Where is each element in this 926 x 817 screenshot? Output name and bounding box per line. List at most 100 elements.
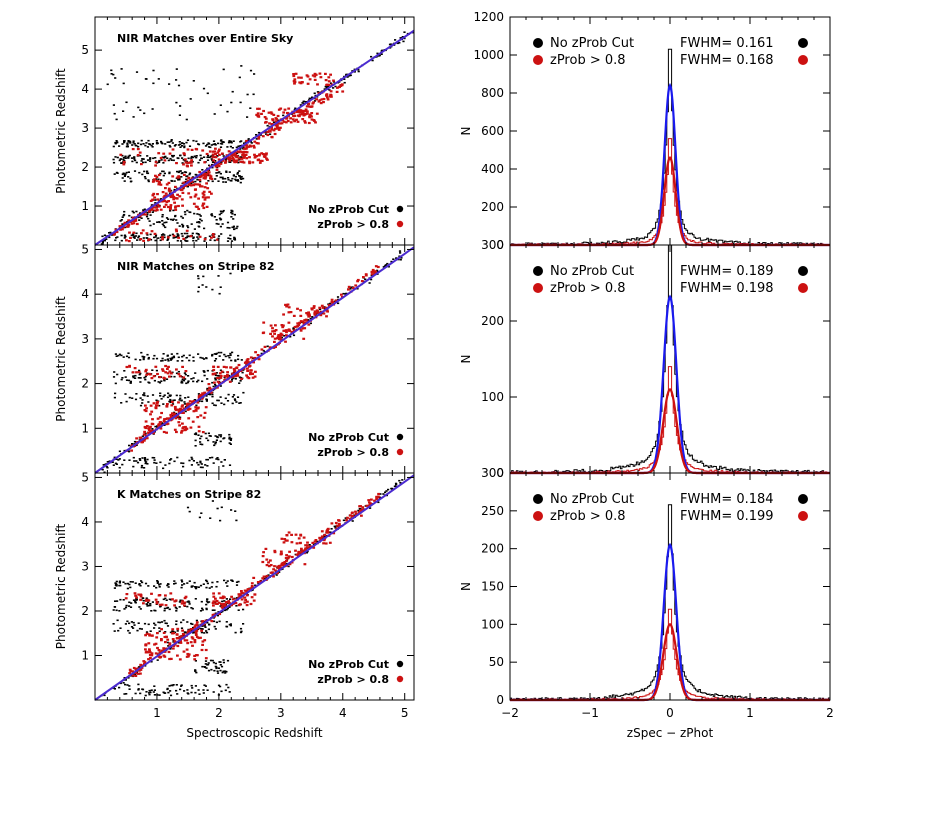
data-point bbox=[257, 358, 261, 361]
data-point bbox=[212, 143, 215, 146]
data-point bbox=[139, 143, 143, 146]
data-point bbox=[230, 141, 233, 144]
y-tick-label: 3 bbox=[81, 332, 89, 346]
data-point bbox=[318, 72, 322, 75]
data-point bbox=[197, 636, 201, 640]
data-point bbox=[314, 121, 317, 124]
data-point bbox=[190, 684, 193, 687]
data-point bbox=[247, 139, 250, 142]
data-point bbox=[180, 602, 184, 605]
data-point bbox=[214, 602, 218, 605]
data-point bbox=[326, 96, 329, 99]
data-point bbox=[212, 365, 216, 368]
data-point bbox=[143, 112, 146, 115]
data-point bbox=[127, 223, 131, 226]
data-point bbox=[191, 585, 194, 587]
data-point bbox=[215, 372, 218, 374]
data-point bbox=[148, 160, 152, 162]
data-point bbox=[225, 598, 228, 600]
data-point bbox=[220, 402, 223, 404]
data-point bbox=[182, 619, 185, 621]
data-point bbox=[284, 303, 287, 306]
data-point bbox=[215, 219, 218, 221]
data-point bbox=[185, 382, 188, 385]
data-point bbox=[283, 335, 286, 337]
y-tick-label: 300 bbox=[481, 238, 504, 252]
data-point bbox=[116, 141, 119, 144]
data-point bbox=[148, 238, 151, 241]
data-point bbox=[207, 146, 211, 148]
data-point bbox=[278, 571, 281, 573]
data-point bbox=[214, 435, 217, 437]
data-point bbox=[190, 164, 193, 167]
data-point bbox=[218, 372, 222, 375]
data-point bbox=[361, 508, 365, 511]
data-point bbox=[351, 520, 354, 522]
data-point bbox=[206, 92, 209, 95]
data-point bbox=[255, 113, 259, 116]
data-point bbox=[250, 369, 253, 372]
data-point bbox=[278, 336, 281, 339]
data-point bbox=[228, 227, 231, 229]
legend-label: zProb > 0.8 bbox=[317, 673, 389, 686]
data-point bbox=[235, 146, 238, 149]
data-point bbox=[211, 381, 214, 384]
data-point bbox=[282, 329, 286, 332]
data-point bbox=[349, 286, 352, 289]
data-point bbox=[229, 443, 232, 445]
data-point bbox=[130, 621, 133, 623]
data-point bbox=[121, 143, 124, 145]
data-point bbox=[190, 464, 193, 466]
data-point bbox=[190, 159, 193, 162]
legend-marker bbox=[396, 220, 404, 228]
data-point bbox=[147, 139, 150, 142]
data-point bbox=[183, 146, 186, 149]
data-point bbox=[186, 605, 189, 608]
data-point bbox=[128, 154, 131, 157]
data-point bbox=[115, 585, 118, 587]
data-point bbox=[188, 354, 191, 357]
data-point bbox=[202, 177, 206, 180]
data-point bbox=[207, 180, 210, 182]
data-point bbox=[178, 417, 182, 420]
data-point bbox=[154, 157, 157, 159]
data-point bbox=[322, 539, 326, 542]
data-point bbox=[325, 530, 329, 533]
data-point bbox=[357, 68, 360, 71]
data-point bbox=[122, 160, 126, 164]
data-point bbox=[186, 225, 189, 227]
data-point bbox=[217, 180, 220, 182]
data-point bbox=[191, 628, 195, 631]
data-point bbox=[161, 214, 164, 216]
data-point bbox=[156, 400, 159, 404]
data-point bbox=[396, 42, 399, 45]
data-point bbox=[135, 393, 138, 395]
data-point bbox=[143, 458, 147, 461]
data-point bbox=[365, 504, 369, 507]
data-point bbox=[203, 186, 207, 189]
data-point bbox=[120, 219, 123, 221]
data-point bbox=[176, 352, 179, 355]
data-point bbox=[188, 601, 191, 603]
data-point bbox=[138, 151, 142, 154]
data-point bbox=[128, 450, 131, 453]
data-point bbox=[131, 210, 134, 213]
data-point bbox=[117, 354, 120, 357]
data-point bbox=[168, 172, 171, 175]
data-point bbox=[293, 120, 296, 123]
data-point bbox=[184, 595, 188, 598]
data-point bbox=[219, 369, 222, 372]
data-point bbox=[214, 152, 217, 156]
data-point bbox=[132, 234, 135, 237]
data-point bbox=[313, 540, 317, 543]
data-point bbox=[142, 237, 145, 239]
data-point bbox=[175, 236, 178, 238]
data-point bbox=[305, 551, 308, 554]
data-point bbox=[227, 178, 230, 181]
data-point bbox=[168, 152, 172, 155]
data-point bbox=[171, 148, 175, 151]
data-point bbox=[205, 395, 208, 397]
data-point bbox=[138, 369, 141, 372]
data-point bbox=[331, 301, 335, 304]
data-point bbox=[152, 432, 155, 435]
